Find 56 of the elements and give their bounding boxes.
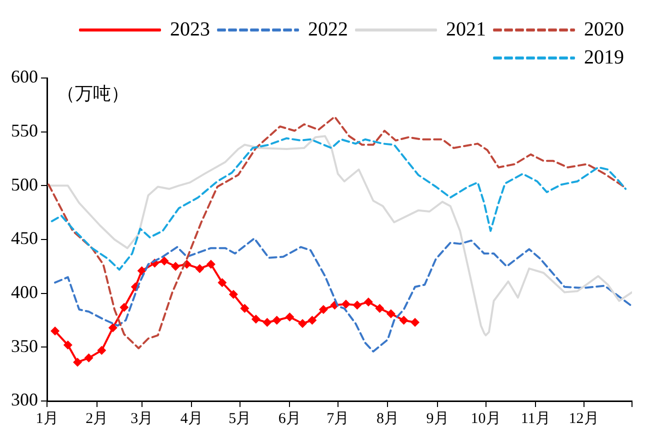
x-tick-label: 12月 [568,410,599,427]
point [50,326,60,336]
x-tick-label: 10月 [470,410,501,427]
point [171,262,180,271]
point [251,314,260,324]
point [298,318,308,328]
y-tick-label: 450 [11,228,38,248]
point [160,256,169,266]
point [352,300,362,310]
y-tick-label: 550 [11,120,38,141]
point [63,340,72,350]
legend-label: 2022 [308,18,348,40]
point [97,346,106,355]
point [272,316,282,325]
x-tick-label: 2月 [86,410,108,427]
point [195,264,204,274]
point [364,297,373,306]
point [228,290,238,299]
legend-label: 2020 [584,18,624,40]
point [375,304,384,313]
x-tick-label: 8月 [376,410,399,427]
point [240,304,250,313]
legend-label: 2021 [446,18,486,40]
point [108,323,118,332]
point [308,316,317,325]
legend-label: 2023 [170,18,210,40]
x-tick-label: 1月 [36,410,58,427]
x-tick-label: 6月 [278,410,301,427]
point [410,318,420,327]
point [206,260,216,269]
legend-label: 2019 [584,46,624,68]
point [120,302,129,312]
x-tick-label: 9月 [426,410,449,427]
point [285,312,294,322]
x-tick-label: 11月 [520,410,550,427]
point [318,304,328,314]
x-tick-label: 7月 [326,410,350,427]
x-tick-label: 4月 [180,410,203,427]
y-axis-title: （万吨） [57,84,129,104]
y-tick-label: 300 [11,390,38,410]
point [137,266,146,276]
point [84,353,94,362]
y-tick-label: 350 [11,336,38,356]
x-tick-label: 5月 [228,410,252,427]
line-series [54,237,632,352]
line-series [50,137,627,271]
point [386,309,396,318]
point [218,278,227,288]
y-tick-label: 500 [11,174,38,194]
point [262,318,272,327]
y-tick-label: 400 [11,282,38,302]
x-tick-label: 3月 [130,410,154,427]
point [341,300,350,309]
y-tick-label: 600 [11,66,38,87]
point [73,358,82,367]
point [399,316,408,325]
